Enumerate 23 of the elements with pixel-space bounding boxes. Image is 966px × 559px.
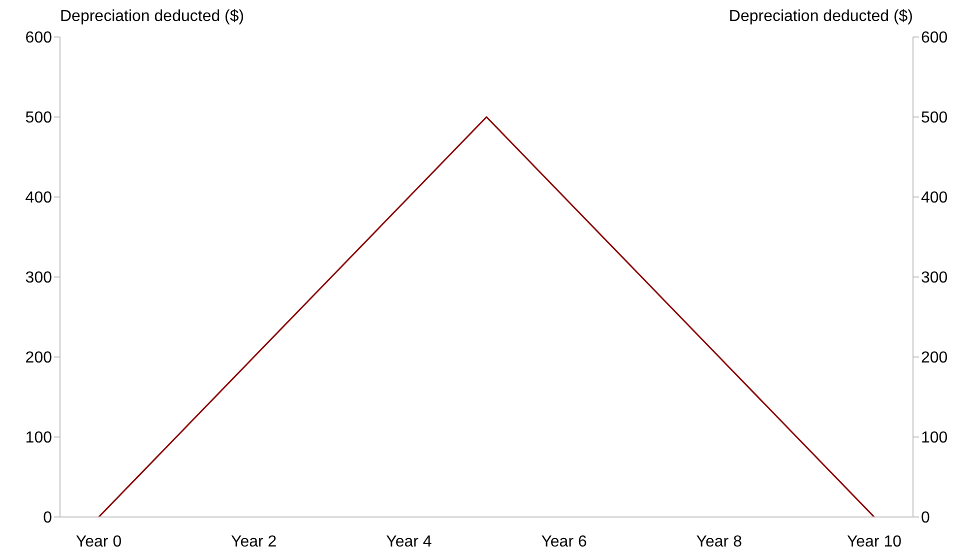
x-tick-label: Year 8	[696, 533, 742, 550]
y2-tick-label: 400	[921, 190, 948, 207]
y-tick-label: 100	[25, 430, 52, 447]
y2-tick-label: 200	[921, 350, 948, 367]
y-tick-label: 200	[25, 350, 52, 367]
y-tick-label: 0	[43, 510, 52, 527]
y2-tick-label: 500	[921, 110, 948, 127]
line-series	[98, 116, 875, 517]
y-tick-label: 400	[25, 190, 52, 207]
y-axis-title: Depreciation deducted ($)	[60, 8, 244, 26]
y2-axis-title: Depreciation deducted ($)	[728, 8, 913, 26]
x-tick-label: Year 2	[231, 533, 277, 550]
y2-tick-label: 0	[921, 510, 930, 527]
x-tick-label: Year 6	[541, 533, 587, 550]
y-tick-label: 500	[25, 110, 52, 127]
y-tick-label: 300	[25, 270, 52, 287]
x-tick-label: Year 10	[846, 533, 902, 550]
x-tick-label: Year 4	[386, 533, 432, 550]
x-tick-label: Year 0	[76, 533, 122, 550]
y2-tick-label: 300	[921, 270, 948, 287]
y2-tick-label: 600	[921, 30, 948, 47]
y2-tick-label: 100	[921, 430, 948, 447]
y-tick-label: 600	[25, 30, 52, 47]
